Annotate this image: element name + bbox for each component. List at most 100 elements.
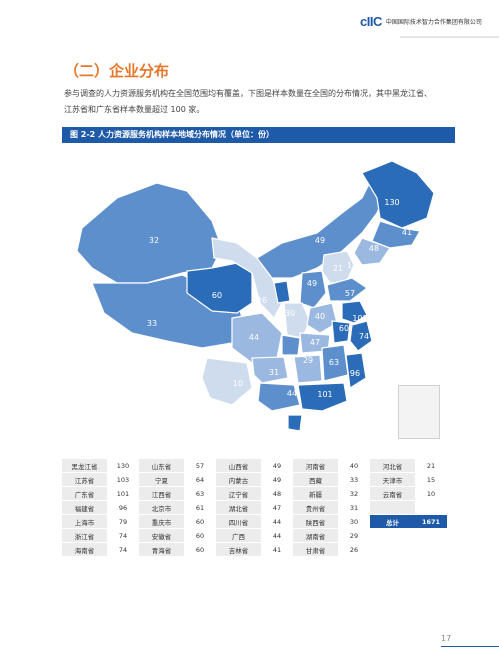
company-name: 中国国际技术智力合作集团有限公司: [385, 19, 482, 26]
footer-rule: [441, 646, 499, 647]
south-china-sea-inset: [398, 385, 440, 439]
province-count: 60: [184, 514, 216, 529]
region-fujian: [345, 352, 367, 390]
china-province-map: 130 49 41 48 21 15 57 32 60 33 26 30 40 …: [76, 160, 435, 432]
map-label: 41: [402, 228, 412, 237]
cic-logo: cIIC: [360, 14, 382, 29]
empty-cell: [415, 542, 447, 557]
province-name: 青海省: [139, 542, 184, 557]
province-count: 48: [261, 486, 293, 501]
province-name: 山东省: [139, 459, 184, 473]
province-count: 64: [184, 472, 216, 487]
province-name: 江西省: [139, 486, 184, 501]
empty-cell: [415, 500, 447, 515]
region-anhui: [331, 320, 351, 344]
province-name: 福建省: [62, 500, 107, 515]
province-name: 吉林省: [216, 542, 261, 557]
table-row: 江苏省 103 宁夏 64 内蒙古 49 西藏 33 天津市 15: [62, 472, 447, 487]
province-count: 57: [184, 459, 216, 473]
province-count: 74: [107, 528, 139, 543]
province-name: 甘肃省: [293, 542, 338, 557]
table-row: 福建省 96 北京市 61 湖北省 47 贵州省 31: [62, 500, 447, 515]
province-name: 天津市: [370, 472, 415, 487]
province-name: 湖南省: [293, 528, 338, 543]
region-hainan: [287, 414, 303, 432]
province-name: 重庆市: [139, 514, 184, 529]
province-name: 上海市: [62, 514, 107, 529]
empty-cell: [415, 528, 447, 543]
province-count: 10: [415, 486, 447, 501]
province-name: 湖北省: [216, 500, 261, 515]
page-number: 17: [441, 634, 452, 643]
region-henan: [306, 302, 338, 334]
map-label: 130: [384, 198, 399, 207]
province-count: 40: [338, 459, 370, 473]
region-chongqing: [281, 334, 301, 356]
region-shaanxi: [283, 302, 311, 339]
province-count: 130: [107, 459, 139, 473]
province-name: 宁夏: [139, 472, 184, 487]
region-ningxia: [273, 280, 291, 304]
province-name: 河北省: [370, 459, 415, 473]
map-label: 57: [345, 289, 355, 298]
header-rule: [400, 36, 499, 38]
empty-cell: [370, 500, 415, 515]
map-label: 60: [212, 291, 222, 300]
region-shandong: [326, 277, 369, 302]
map-label: 103: [352, 314, 367, 323]
table-row: 上海市 79 重庆市 60 四川省 44 陕西省 30 总计 1671: [62, 514, 447, 529]
map-label: 44: [287, 389, 297, 398]
province-count: 79: [107, 514, 139, 529]
province-count: 49: [261, 472, 293, 487]
province-name: 广西: [216, 528, 261, 543]
province-count: 96: [107, 500, 139, 515]
map-label: 33: [147, 319, 157, 328]
province-name: 云南省: [370, 486, 415, 501]
section-title: （二）企业分布: [64, 62, 170, 80]
map-label: 47: [310, 338, 320, 347]
map-label: 21: [333, 264, 343, 273]
province-count: 41: [261, 542, 293, 557]
province-count: 44: [261, 528, 293, 543]
province-name: 辽宁省: [216, 486, 261, 501]
map-label: 44: [249, 333, 259, 342]
table-row: 广东省 101 江西省 63 辽宁省 48 新疆 32 云南省 10: [62, 486, 447, 501]
map-label: 26: [257, 296, 267, 305]
province-count: 32: [338, 486, 370, 501]
province-count: 101: [107, 486, 139, 501]
province-name: 贵州省: [293, 500, 338, 515]
region-jiangsu: [341, 300, 368, 324]
map-label: 49: [307, 279, 317, 288]
region-shanxi: [299, 270, 327, 309]
map-label: 32: [149, 236, 159, 245]
province-count: 74: [107, 542, 139, 557]
province-name: 河南省: [293, 459, 338, 473]
region-liaoning: [353, 237, 391, 266]
paragraph-line: 江苏省和广东省样本数量超过 100 家。: [64, 105, 205, 114]
map-label: 74: [359, 332, 369, 341]
body-paragraph: 参与调查的人力资源服务机构在全国范围均有覆盖，下图是样本数量在全国的分布情况，其…: [64, 86, 459, 118]
province-name: 江苏省: [62, 472, 107, 487]
province-count: 103: [107, 472, 139, 487]
province-count: 60: [184, 528, 216, 543]
map-label: 30: [285, 309, 295, 318]
table-row: 海南省 74 青海省 60 吉林省 41 甘肃省 26: [62, 542, 447, 557]
map-label: 15: [347, 261, 357, 270]
region-gansu: [211, 237, 283, 320]
region-yunnan: [201, 357, 253, 406]
province-count: 49: [261, 459, 293, 473]
map-label: 48: [369, 244, 379, 253]
table-row: 黑龙江省 130 山东省 57 山西省 49 河南省 40 河北省 21: [62, 459, 447, 473]
province-count: 21: [415, 459, 447, 473]
empty-cell: [370, 528, 415, 543]
map-label: 40: [315, 312, 325, 321]
empty-cell: [370, 542, 415, 557]
region-heilongjiang: [361, 160, 435, 229]
province-name: 西藏: [293, 472, 338, 487]
region-zhejiang: [349, 320, 373, 352]
province-count: 31: [338, 500, 370, 515]
province-name: 广东省: [62, 486, 107, 501]
map-label: 10: [233, 379, 243, 388]
province-count: 44: [261, 514, 293, 529]
table-row: 浙江省 74 安徽省 60 广西 44 湖南省 29: [62, 528, 447, 543]
